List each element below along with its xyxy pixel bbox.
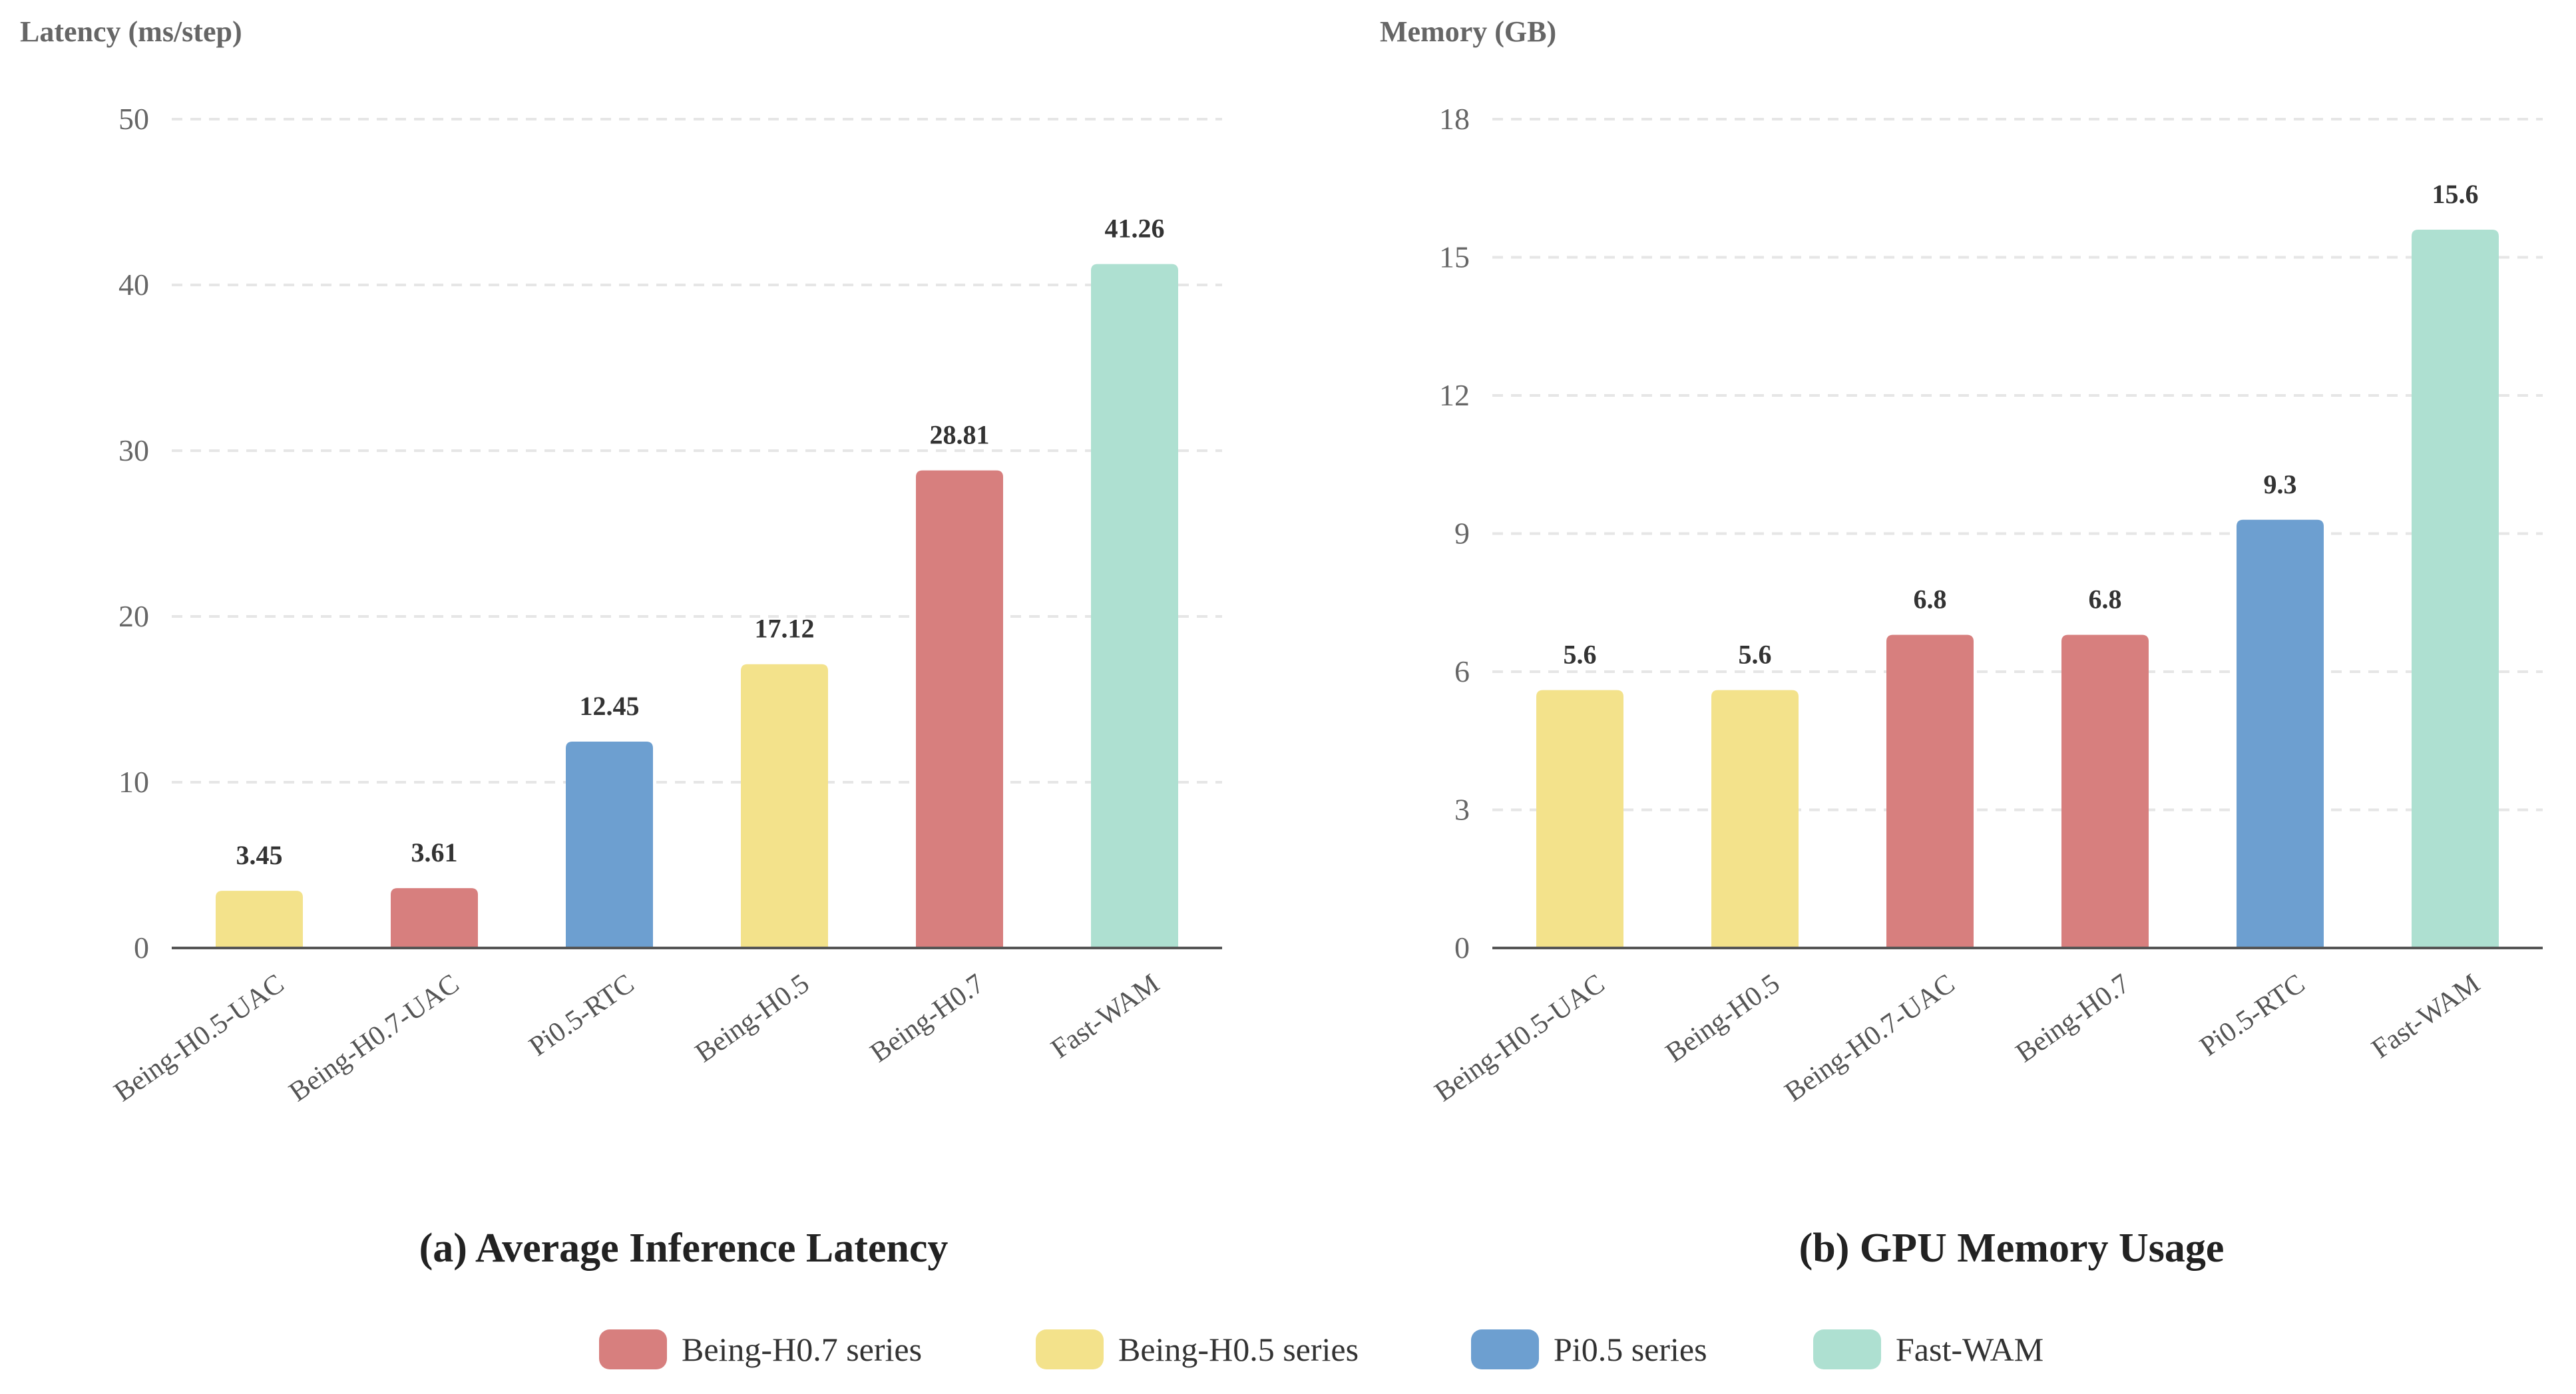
y-tick-label: 0 <box>1454 931 1470 965</box>
bar <box>2237 519 2324 948</box>
legend-label: Fast-WAM <box>1896 1331 2043 1368</box>
legend-swatch <box>1036 1329 1104 1369</box>
chart-panel-1: Latency (ms/step) 0 10 20 30 40 50 3.45 Being-H0… <box>20 15 1222 1271</box>
y-axis-label: Memory (GB) <box>1380 15 1556 48</box>
x-tick-label: Being-H0.7 <box>2010 969 2135 1069</box>
bar-value-label: 15.6 <box>2432 179 2479 209</box>
bar <box>741 664 828 948</box>
x-tick-label: Being-H0.5-UAC <box>1429 969 1610 1108</box>
x-tick-label: Being-H0.5-UAC <box>108 969 290 1108</box>
y-tick-label: 20 <box>118 599 149 633</box>
bar <box>1886 634 1974 948</box>
bar-value-label: 5.6 <box>1564 640 1597 670</box>
y-tick-label: 9 <box>1454 517 1470 551</box>
y-tick-label: 12 <box>1439 378 1470 412</box>
x-tick-label: Being-H0.7-UAC <box>1779 969 1960 1108</box>
y-tick-label: 10 <box>118 765 149 799</box>
legend-swatch <box>599 1329 667 1369</box>
bar-value-label: 3.61 <box>411 837 458 867</box>
y-tick-label: 40 <box>118 268 149 302</box>
y-tick-label: 6 <box>1454 654 1470 688</box>
y-tick-label: 3 <box>1454 793 1470 827</box>
x-tick-label: Being-H0.5 <box>1660 969 1785 1069</box>
x-tick-label: Fast-WAM <box>1046 969 1165 1065</box>
y-tick-label: 18 <box>1439 102 1470 136</box>
bar <box>566 741 653 948</box>
bar-value-label: 28.81 <box>930 420 990 450</box>
y-tick-label: 30 <box>118 433 149 467</box>
y-tick-label: 0 <box>134 931 149 965</box>
bar <box>1536 690 1623 948</box>
bar <box>1711 690 1799 948</box>
bar <box>391 888 478 948</box>
bar-value-label: 17.12 <box>755 614 815 644</box>
y-tick-label: 15 <box>1439 240 1470 274</box>
chart-title: (a) Average Inference Latency <box>419 1226 949 1271</box>
bar-value-label: 9.3 <box>2264 469 2297 499</box>
x-tick-label: Being-H0.7-UAC <box>284 969 465 1108</box>
bar-value-label: 12.45 <box>580 691 640 721</box>
x-tick-label: Being-H0.7 <box>865 969 990 1069</box>
bar-value-label: 6.8 <box>2089 584 2122 614</box>
legend-label: Pi0.5 series <box>1554 1331 1707 1368</box>
x-tick-label: Being-H0.5 <box>690 969 815 1069</box>
bar-value-label: 6.8 <box>1914 584 1947 614</box>
bar-value-label: 5.6 <box>1739 640 1772 670</box>
legend: Being-H0.7 series Being-H0.5 series Pi0.5 … <box>599 1329 2043 1369</box>
chart-panel-2: Memory (GB) 0 3 6 9 12 15 18 5.6 Being-H0.5-UAC 5.… <box>1380 15 2543 1271</box>
x-tick-label: Pi0.5-RTC <box>2195 969 2310 1062</box>
y-tick-label: 50 <box>118 102 149 136</box>
bar <box>2412 230 2499 948</box>
bar-value-label: 3.45 <box>236 840 283 870</box>
bar <box>1091 264 1178 949</box>
y-axis-label: Latency (ms/step) <box>20 15 242 48</box>
chart-title: (b) GPU Memory Usage <box>1799 1226 2225 1271</box>
bar <box>216 891 303 948</box>
x-tick-label: Pi0.5-RTC <box>524 969 640 1062</box>
bar-value-label: 41.26 <box>1105 214 1165 244</box>
bar <box>916 470 1003 948</box>
legend-label: Being-H0.7 series <box>682 1331 922 1368</box>
legend-label: Being-H0.5 series <box>1118 1331 1359 1368</box>
bar <box>2061 634 2149 948</box>
x-tick-label: Fast-WAM <box>2366 969 2485 1065</box>
legend-swatch <box>1813 1329 1881 1369</box>
legend-swatch <box>1471 1329 1539 1369</box>
